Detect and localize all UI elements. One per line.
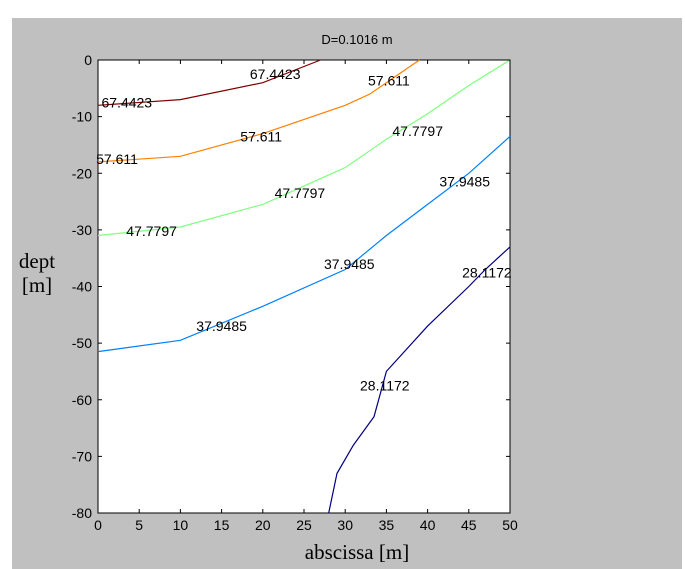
contour-label: 47.7797 [392,123,443,139]
contour-label: 37.9485 [324,256,375,272]
chart-title: D=0.1016 m [321,32,392,47]
contour-label: 37.9485 [439,174,490,190]
x-tick-label: 35 [379,517,395,533]
x-tick-label: 0 [94,517,102,533]
y-tick-label: -10 [72,109,92,125]
y-tick-label: -60 [72,392,92,408]
x-tick-label: 15 [214,517,230,533]
y-tick-label: -20 [72,165,92,181]
x-tick-label: 5 [135,517,143,533]
contour-labels: 67.4423 67.4423 57.611 57.611 57.611 47.7797 4… [96,66,512,393]
y-tick-label: 0 [84,52,92,68]
contour-line-28.1172 [328,246,511,514]
y-axis: 0 -10 -20 -30 -40 -50 -60 -70 -80 [72,52,510,521]
x-axis-label: abscissa [m] [305,540,409,564]
y-axis-label: dept [m] [19,249,55,297]
contour-label: 57.611 [96,151,138,167]
contour-label: 28.1172 [462,264,512,280]
contour-line-47.7797 [97,59,511,237]
y-tick-label: -80 [72,505,92,521]
contour-line-37.9485 [97,135,511,353]
contour-label: 47.7797 [275,185,326,201]
x-tick-label: 10 [173,517,189,533]
contour-label: 67.4423 [101,95,152,111]
contour-line-67.4423 [97,59,321,106]
contour-lines [97,59,511,514]
x-tick-label: 20 [255,517,271,533]
contour-label: 57.611 [240,128,282,144]
x-tick-label: 25 [296,517,312,533]
contour-label: 28.1172 [360,378,410,394]
y-tick-label: -40 [72,279,92,295]
x-axis: 0 5 10 15 20 25 30 35 40 45 50 [94,60,518,533]
contour-label: 37.9485 [196,318,247,334]
contour-line-57.611 [97,59,420,163]
x-tick-label: 45 [461,517,477,533]
x-tick-label: 30 [337,517,353,533]
contour-label: 67.4423 [250,66,301,82]
x-tick-label: 40 [420,517,436,533]
y-tick-label: -30 [72,222,92,238]
x-tick-label: 50 [502,517,518,533]
y-tick-label: -50 [72,335,92,351]
contour-label: 57.611 [368,72,410,88]
contour-label: 47.7797 [126,223,177,239]
y-tick-label: -70 [72,448,92,464]
plot-area [97,59,511,514]
